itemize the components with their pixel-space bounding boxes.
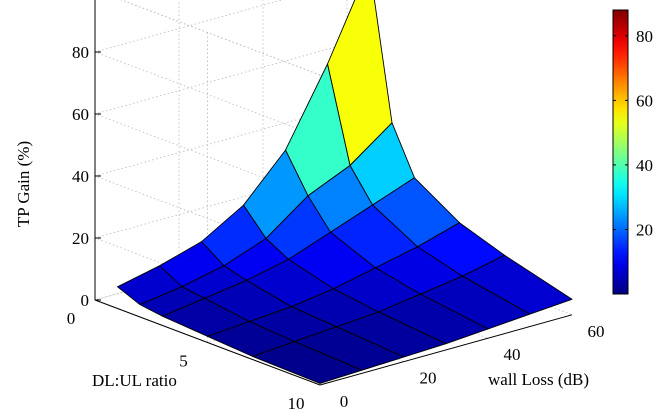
grid-line-z-5 bbox=[120, 0, 321, 76]
x-axis-label: DL:UL ratio bbox=[92, 371, 177, 390]
z-axis-label: TP Gain (%) bbox=[14, 141, 33, 227]
colorbar-fill bbox=[612, 9, 629, 295]
y-tick-label-1: 20 bbox=[420, 369, 437, 388]
surface-patch-4-0 bbox=[252, 341, 363, 384]
y-axis-line bbox=[319, 314, 573, 386]
y-tick-label-3: 60 bbox=[588, 322, 605, 341]
z-tick-label-4: 80 bbox=[72, 43, 89, 62]
colorbar-tick-label-3: 80 bbox=[636, 27, 653, 46]
ticks-layer: 02040608010005100204060 bbox=[67, 43, 605, 413]
z-tick-label-2: 40 bbox=[72, 167, 89, 186]
colorbar-tick-label-0: 20 bbox=[636, 221, 653, 240]
colorbar-tick-label-1: 40 bbox=[636, 156, 653, 175]
surface-layer bbox=[117, 0, 573, 384]
axes-layer bbox=[94, 0, 573, 386]
x-tick-label-1: 5 bbox=[179, 352, 188, 371]
z-tick-label-1: 20 bbox=[72, 229, 89, 248]
z-tick-label-0: 0 bbox=[81, 291, 90, 310]
y-axis-label: wall Loss (dB) bbox=[488, 370, 589, 389]
colorbar-tick-label-2: 60 bbox=[636, 91, 653, 110]
z-tick-label-3: 60 bbox=[72, 105, 89, 124]
grid-top-edge bbox=[120, 0, 321, 76]
colorbar: 20 40 60 80 bbox=[612, 9, 653, 295]
x-tick-label-0: 0 bbox=[67, 309, 76, 328]
x-tick-label-2: 10 bbox=[288, 394, 305, 413]
y-tick-label-2: 40 bbox=[504, 345, 521, 364]
y-tick-label-0: 0 bbox=[340, 392, 349, 411]
x-axis-line bbox=[94, 299, 321, 386]
